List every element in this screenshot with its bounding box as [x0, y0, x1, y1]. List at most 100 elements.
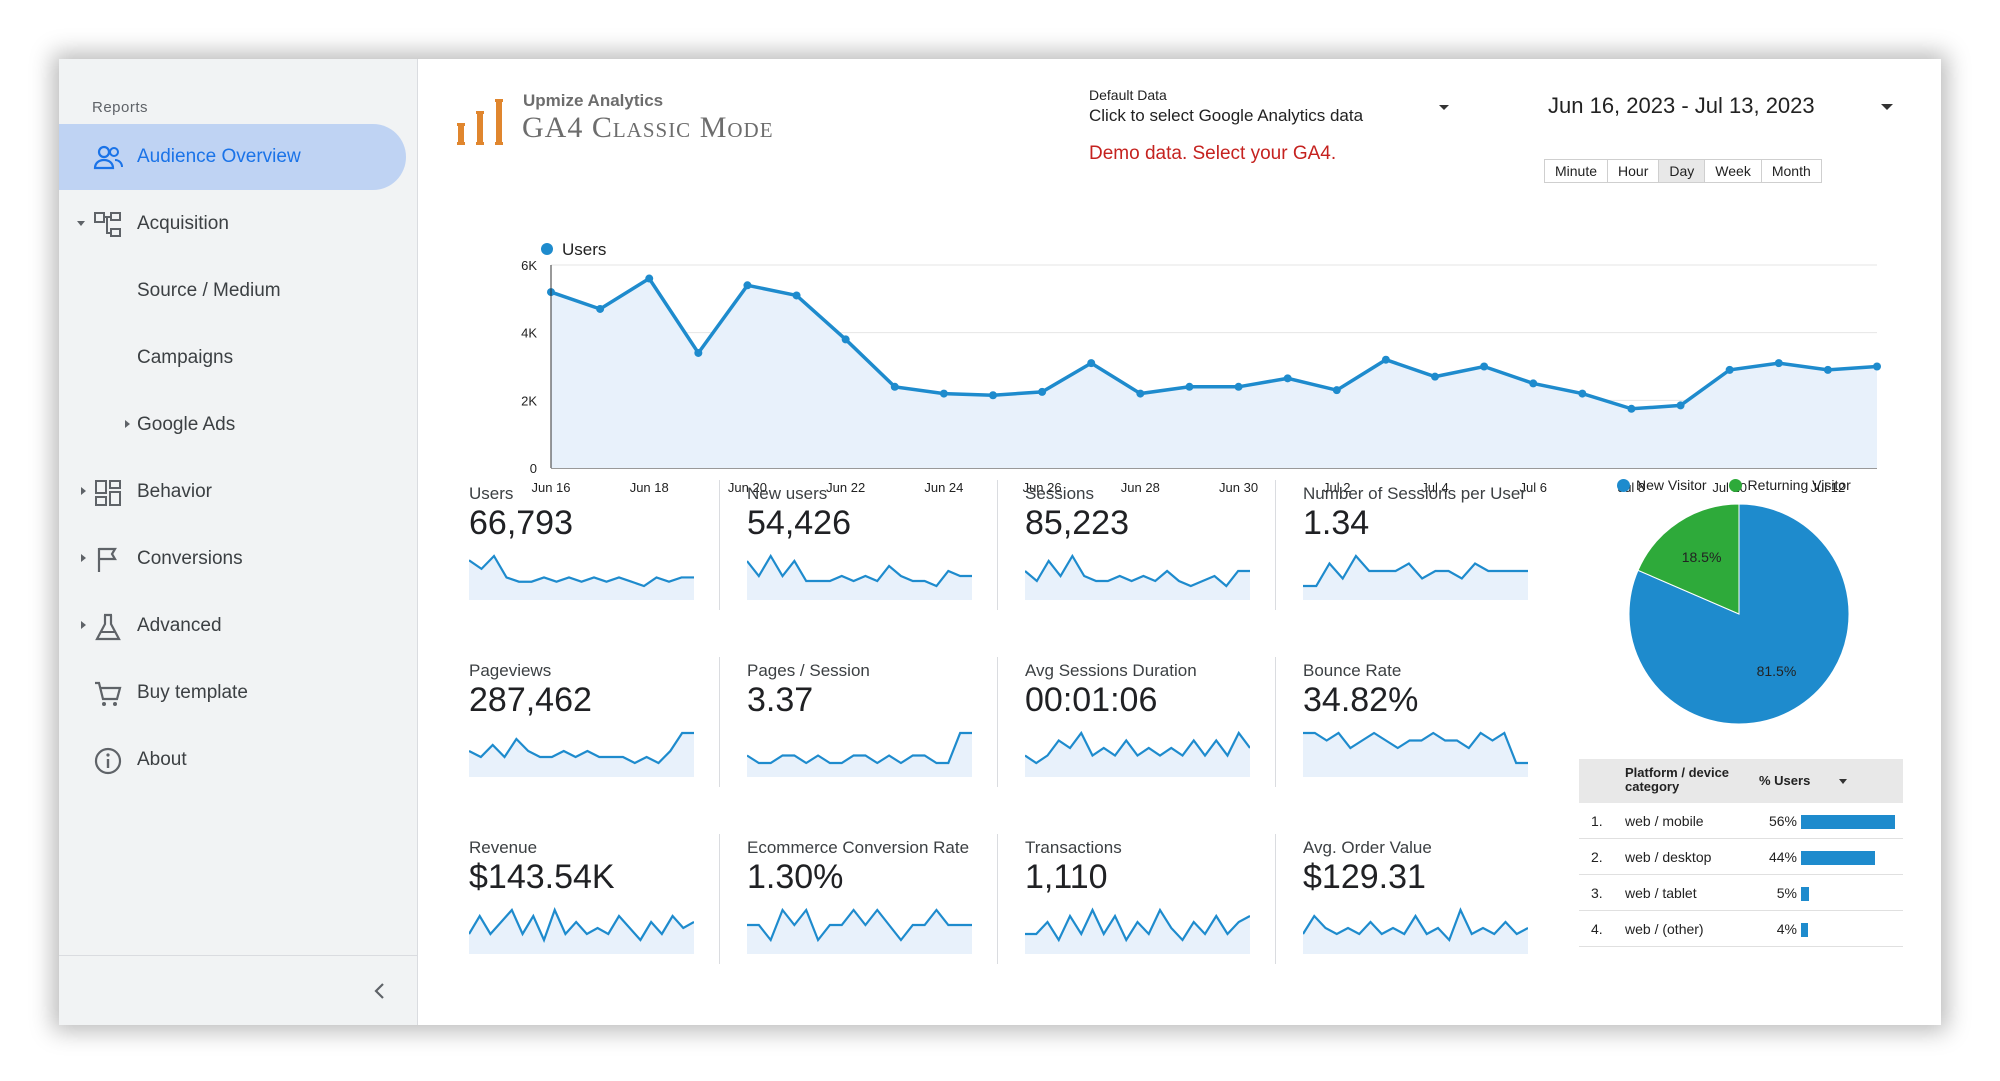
sidebar-item-label: Advanced: [137, 615, 222, 636]
row-percent: 5%: [1776, 885, 1797, 901]
sidebar-item-behavior[interactable]: Behavior: [59, 459, 406, 525]
scorecard-label: Number of Sessions per User: [1303, 484, 1526, 503]
sidebar-item-advanced[interactable]: Advanced: [59, 593, 406, 659]
x-tick-label: Jun 18: [630, 480, 669, 495]
sidebar-item-acquisition[interactable]: Acquisition: [59, 191, 406, 257]
data-point[interactable]: [645, 274, 654, 283]
y-tick-label: 0: [530, 461, 537, 476]
chevron-left-icon[interactable]: [368, 979, 392, 1003]
scorecard-pages-session[interactable]: Pages / Session 3.37: [747, 661, 987, 811]
sparkline-line: [1025, 907, 1250, 943]
logo-bars-icon: [457, 99, 503, 145]
scorecard-label: Bounce Rate: [1303, 661, 1402, 680]
data-point[interactable]: [596, 304, 605, 313]
data-point[interactable]: [939, 389, 948, 398]
x-tick-label: Jul 12: [1811, 480, 1846, 495]
scorecard-revenue[interactable]: Revenue $143.54K: [469, 838, 709, 988]
data-point[interactable]: [792, 291, 801, 300]
sidebar-item-buy-template[interactable]: Buy template: [59, 660, 406, 726]
table-row[interactable]: 1. web / mobile 56%: [1579, 803, 1903, 839]
scorecard-bounce-rate[interactable]: Bounce Rate 34.82%: [1303, 661, 1543, 811]
scorecard-transactions[interactable]: Transactions 1,110: [1025, 838, 1265, 988]
data-source-selector[interactable]: Default Data Click to select Google Anal…: [1089, 87, 1479, 137]
sparkline-line: [747, 731, 972, 765]
scorecard-users[interactable]: Users 66,793: [469, 484, 709, 634]
data-point[interactable]: [1431, 372, 1439, 381]
users-area: [551, 278, 1877, 468]
granularity-minute[interactable]: Minute: [1545, 160, 1608, 182]
granularity-hour[interactable]: Hour: [1607, 160, 1659, 182]
sparkline-area: [1303, 556, 1528, 600]
scorecard-pageviews[interactable]: Pageviews 287,462: [469, 661, 709, 811]
scorecard-divider: [997, 657, 998, 787]
data-point[interactable]: [890, 382, 899, 391]
sidebar-item-source-medium[interactable]: Source / Medium: [59, 258, 406, 324]
column-header-platform[interactable]: Platform / device category: [1625, 765, 1730, 794]
data-point[interactable]: [1234, 382, 1243, 391]
data-point[interactable]: [841, 335, 850, 344]
sparkline: [1303, 731, 1528, 777]
scorecard-sessions[interactable]: Sessions 85,223: [1025, 484, 1265, 634]
data-point[interactable]: [989, 391, 997, 400]
row-category: web / tablet: [1625, 885, 1697, 901]
table-row[interactable]: 4. web / (other) 4%: [1579, 911, 1903, 947]
column-header-users[interactable]: % Users: [1759, 773, 1811, 788]
scorecard-new-users[interactable]: New users 54,426: [747, 484, 987, 634]
sidebar-divider: [59, 955, 418, 956]
data-point[interactable]: [1480, 362, 1489, 371]
data-point[interactable]: [1136, 389, 1145, 398]
info-icon: [94, 747, 122, 775]
sidebar-item-conversions[interactable]: Conversions: [59, 526, 406, 592]
data-point[interactable]: [743, 281, 752, 290]
scorecard-label: Transactions: [1025, 838, 1122, 857]
data-point[interactable]: [1676, 401, 1685, 410]
table-row[interactable]: 2. web / desktop 44%: [1579, 839, 1903, 875]
data-source-label: Default Data: [1089, 87, 1167, 103]
sparkline-line: [469, 907, 694, 943]
scorecard-avg-order-value[interactable]: Avg. Order Value $129.31: [1303, 838, 1543, 988]
sparkline-line: [469, 731, 694, 765]
scorecard-label: Pageviews: [469, 661, 552, 680]
scorecard-divider: [719, 834, 720, 964]
data-point[interactable]: [1873, 362, 1881, 371]
scorecard-ecommerce-conversion-rate[interactable]: Ecommerce Conversion Rate 1.30%: [747, 838, 987, 988]
sidebar-item-campaigns[interactable]: Campaigns: [59, 325, 406, 391]
data-point[interactable]: [1529, 379, 1538, 388]
data-point[interactable]: [1627, 404, 1636, 413]
data-point[interactable]: [1774, 359, 1783, 368]
sidebar-item-google-ads[interactable]: Google Ads: [59, 392, 406, 458]
x-tick-label: Jun 16: [531, 480, 570, 495]
data-point[interactable]: [1283, 374, 1292, 383]
data-point[interactable]: [694, 348, 703, 357]
dropdown-arrow-icon[interactable]: [1439, 105, 1449, 110]
scorecard-avg-sessions-duration[interactable]: Avg Sessions Duration 00:01:06: [1025, 661, 1265, 811]
sidebar-item-about[interactable]: About: [59, 727, 406, 793]
table-body: 1. web / mobile 56% 2. web / desktop 44% 3. web…: [1579, 803, 1903, 947]
granularity-day[interactable]: Day: [1658, 160, 1705, 182]
pie-slice-returning-visitor[interactable]: [1637, 503, 1740, 615]
scorecard-number-of-sessions-per-user[interactable]: Number of Sessions per User 1.34: [1303, 484, 1543, 634]
data-point[interactable]: [1823, 365, 1832, 374]
data-point[interactable]: [1038, 387, 1047, 396]
dropdown-arrow-icon[interactable]: [1881, 104, 1893, 110]
row-number: 1.: [1591, 813, 1603, 829]
data-point[interactable]: [1725, 365, 1734, 374]
date-range-picker[interactable]: Jun 16, 2023 - Jul 13, 2023: [1548, 93, 1815, 118]
scorecard-value: $129.31: [1303, 858, 1426, 896]
sidebar-item-label: Buy template: [137, 682, 248, 703]
data-point[interactable]: [1087, 359, 1096, 368]
sidebar-item-audience-overview[interactable]: Audience Overview: [59, 124, 406, 190]
scorecard-label: Users: [469, 484, 514, 503]
scorecard-value: 287,462: [469, 681, 592, 719]
data-point[interactable]: [1578, 389, 1587, 398]
sparkline-area: [1303, 910, 1528, 954]
granularity-month[interactable]: Month: [1760, 160, 1821, 182]
sort-desc-icon[interactable]: [1839, 779, 1847, 784]
table-row[interactable]: 3. web / tablet 5%: [1579, 875, 1903, 911]
granularity-week[interactable]: Week: [1704, 160, 1761, 182]
data-point[interactable]: [1185, 382, 1194, 391]
sidebar-item-label: Source / Medium: [137, 280, 281, 301]
row-category: web / (other): [1625, 921, 1704, 937]
data-point[interactable]: [1332, 386, 1341, 395]
data-point[interactable]: [1381, 355, 1390, 364]
